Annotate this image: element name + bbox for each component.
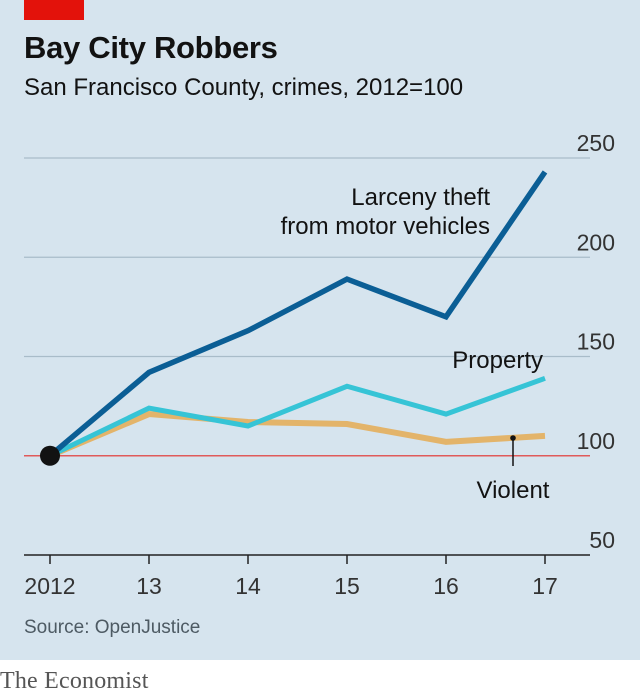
x-tick-label: 2012 [24,573,75,599]
chart-subtitle: San Francisco County, crimes, 2012=100 [24,74,464,101]
series-label-property: Property [452,347,543,374]
y-tick-label: 100 [577,428,615,454]
line-chart: 250 200 150 100 50 2012 13 14 15 16 17 Larceny the… [24,130,615,599]
x-tick-label: 17 [532,573,558,599]
start-point-marker [40,445,60,466]
series-label-violent: Violent [477,477,550,504]
series-label-larceny: from motor vehicles [281,213,490,240]
chart-title: Bay City Robbers [24,30,278,65]
source-note: Source: OpenJustice [24,617,201,638]
series-layer [40,170,548,466]
x-tick-label: 13 [136,573,162,599]
publisher-logo: The Economist [0,668,149,694]
y-tick-label: 150 [577,329,615,355]
y-tick-label: 250 [577,130,615,156]
series-label-larceny: Larceny theft [351,184,490,211]
brand-red-tag [24,0,84,20]
y-tick-label: 200 [577,229,615,255]
series-line-property [48,375,546,459]
x-tick-label: 16 [433,573,459,599]
series-line-larceny [48,170,548,458]
y-tick-label: 50 [589,527,615,553]
grid-layer: 250 200 150 100 50 2012 13 14 15 16 17 [24,130,615,599]
series-line-violent [48,411,546,459]
chart-panel [0,0,640,660]
x-tick-label: 15 [334,573,360,599]
x-tick-label: 14 [235,573,261,599]
